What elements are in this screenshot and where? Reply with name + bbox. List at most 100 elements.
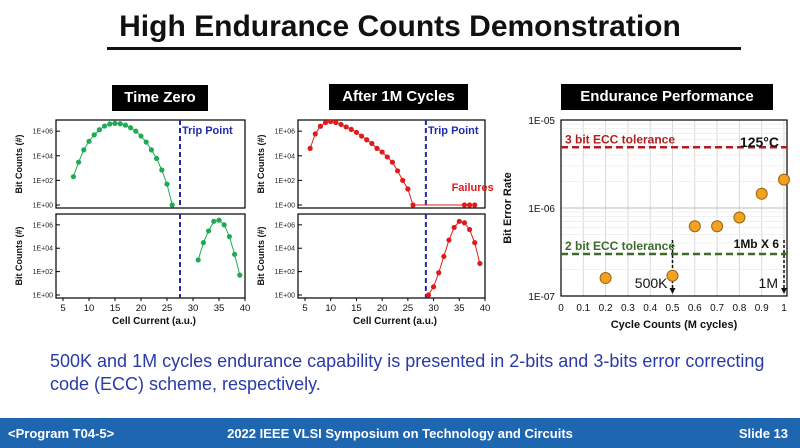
data-point xyxy=(353,129,360,135)
x-tick-label: 30 xyxy=(188,303,199,314)
y-tick-label: 1E+04 xyxy=(275,153,296,160)
data-point xyxy=(400,177,406,183)
data-point xyxy=(425,292,432,298)
data-point xyxy=(456,218,462,224)
data-point xyxy=(358,133,365,139)
data-point xyxy=(237,272,243,278)
data-point xyxy=(221,222,227,228)
y-axis-label: Bit Counts (#) xyxy=(14,227,24,286)
series-line xyxy=(197,219,241,276)
data-point xyxy=(384,154,390,160)
y-tick-label: 1E+02 xyxy=(275,269,296,276)
x-tick-label: 40 xyxy=(480,303,491,314)
data-point xyxy=(755,187,768,200)
data-point xyxy=(200,240,206,246)
y-tick-label: 1E+00 xyxy=(275,293,296,300)
data-point xyxy=(86,138,92,144)
data-point xyxy=(461,202,468,208)
data-point xyxy=(211,218,217,224)
trip-point-label: Trip Point xyxy=(428,125,479,137)
x-tick-label: 10 xyxy=(84,303,95,314)
x-tick-label: 35 xyxy=(454,303,465,314)
y-axis-label: Bit Counts (#) xyxy=(256,227,266,286)
data-point xyxy=(394,168,401,174)
data-point xyxy=(379,149,385,155)
x-tick-label: 25 xyxy=(162,303,173,314)
panel-title-after-1m: After 1M Cycles xyxy=(329,84,468,110)
plot-frame xyxy=(55,119,246,209)
data-point xyxy=(232,251,238,257)
data-point xyxy=(451,224,457,231)
x-tick-label: 5 xyxy=(302,303,307,314)
data-point xyxy=(138,133,144,139)
marker-arrowhead xyxy=(669,288,676,294)
slide-caption: 500K and 1M cycles endurance capability … xyxy=(50,351,765,394)
data-point xyxy=(711,220,724,233)
data-point xyxy=(666,269,679,282)
x-tick-label: 30 xyxy=(428,303,439,314)
data-point xyxy=(117,121,123,127)
charts-svg: 1E+00 1E+02 1E+04 1E+06 Bit Counts (#) Trip P… xyxy=(14,116,790,331)
data-point xyxy=(206,228,212,234)
data-point xyxy=(364,137,370,143)
panel-title-endurance: Endurance Performance xyxy=(561,84,773,110)
data-point xyxy=(122,122,128,128)
y-tick-label: 1E+02 xyxy=(275,178,296,185)
x-tick-label: 40 xyxy=(240,303,251,314)
data-point xyxy=(133,128,139,134)
y-tick-label: 1E+04 xyxy=(33,153,54,160)
data-point xyxy=(169,202,175,208)
data-point xyxy=(91,132,97,138)
y-tick-label: 1E+06 xyxy=(33,129,54,136)
y-axis-label: Bit Error Rate xyxy=(502,172,514,244)
x-tick-label: 0 xyxy=(558,303,564,314)
y-tick-label: 1E-05 xyxy=(528,116,555,127)
data-point xyxy=(107,121,113,127)
data-point xyxy=(322,119,329,126)
data-point xyxy=(348,126,354,132)
data-point xyxy=(317,123,324,129)
endurance-frame xyxy=(560,119,788,297)
y-tick-label: 1E+06 xyxy=(33,222,54,229)
data-point xyxy=(338,121,344,128)
data-point xyxy=(128,125,134,131)
x-axis-label: Cell Current (a.u.) xyxy=(112,316,196,327)
y-tick-label: 1E-07 xyxy=(528,292,555,303)
plot-frame xyxy=(55,213,246,299)
data-point xyxy=(102,123,108,129)
x-tick-label: 20 xyxy=(377,303,388,314)
title-underline xyxy=(107,47,741,50)
y-tick-label: 1E+02 xyxy=(33,178,54,185)
temperature-label: 125°C xyxy=(740,134,779,150)
data-point xyxy=(312,131,318,137)
data-point xyxy=(688,220,701,233)
plot-frame xyxy=(297,213,486,299)
data-point xyxy=(430,284,437,290)
x-tick-label: 0.5 xyxy=(666,303,680,314)
data-point xyxy=(778,173,790,186)
x-tick-label: 0.6 xyxy=(688,303,702,314)
data-point xyxy=(195,257,201,263)
data-point xyxy=(466,202,473,208)
data-point xyxy=(466,226,473,233)
data-point xyxy=(154,155,160,162)
marker-label: 500K xyxy=(635,275,668,291)
x-tick-label: 0.2 xyxy=(599,303,613,314)
ecc-threshold-label: 2 bit ECC tolerance xyxy=(565,239,675,253)
data-point xyxy=(148,147,154,153)
series-line xyxy=(428,220,481,296)
data-point xyxy=(307,145,313,151)
x-tick-label: 15 xyxy=(110,303,121,314)
x-tick-label: 0.4 xyxy=(643,303,657,314)
slide-footer: <Program T04-5> 2022 IEEE VLSI Symposium… xyxy=(0,418,800,448)
data-point xyxy=(226,233,232,240)
marker-arrowhead xyxy=(781,288,787,294)
x-tick-label: 10 xyxy=(325,303,336,314)
data-point xyxy=(164,181,170,187)
y-tick-label: 1E+02 xyxy=(33,269,54,276)
plot-frame xyxy=(297,119,486,209)
x-axis-label: Cell Current (a.u.) xyxy=(353,316,437,327)
x-tick-label: 15 xyxy=(351,303,362,314)
x-tick-label: 20 xyxy=(136,303,147,314)
x-tick-label: 0.9 xyxy=(755,303,769,314)
